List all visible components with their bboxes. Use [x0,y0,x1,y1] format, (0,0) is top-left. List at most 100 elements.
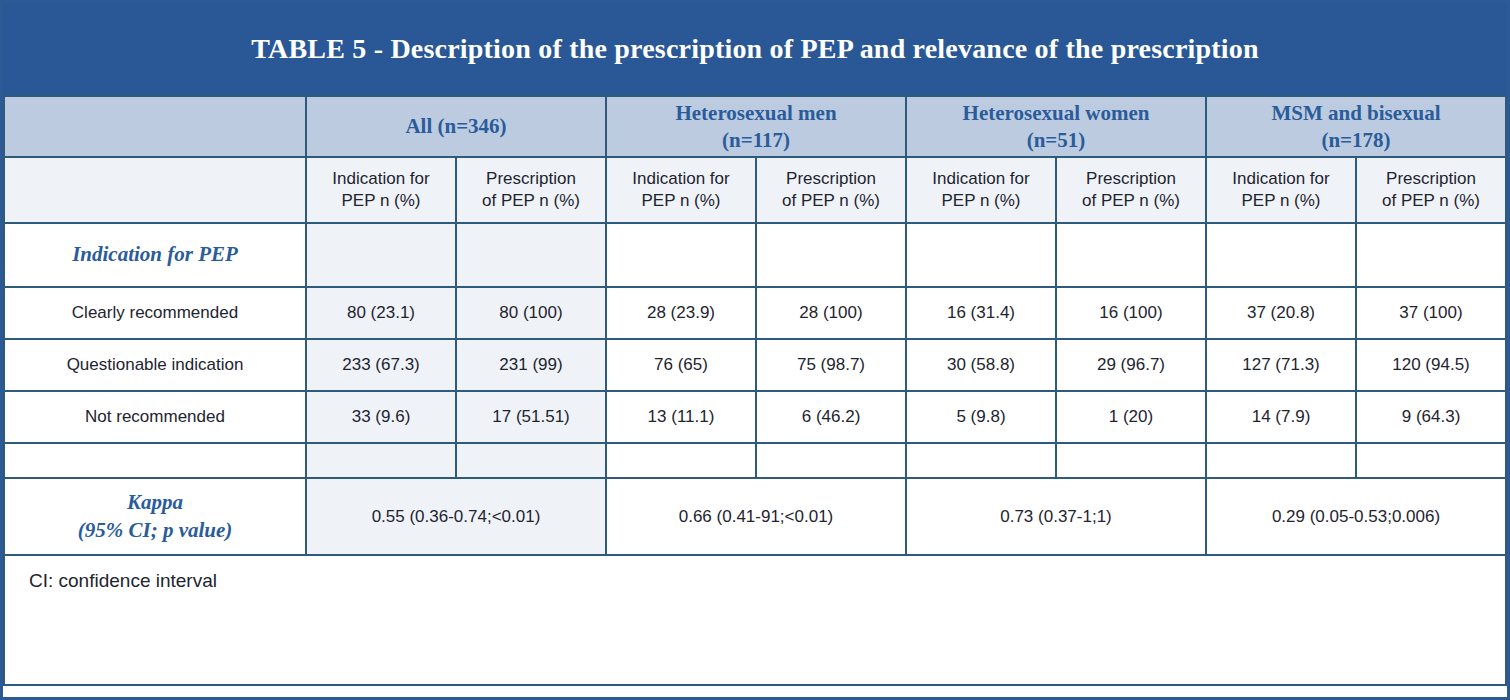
empty-cell [306,223,456,287]
kappa-value-msm: 0.29 (0.05-0.53;0.006) [1206,478,1506,555]
empty-cell [606,443,756,478]
data-cell: 9 (64.3) [1356,391,1506,443]
empty-cell [606,223,756,287]
empty-cell [1356,443,1506,478]
group-header-line: (n=117) [611,127,901,153]
empty-cell [306,443,456,478]
empty-cell [1206,443,1356,478]
subheader-prescription: Prescription of PEP n (%) [756,157,906,223]
subheader-text: of PEP n (%) [761,190,901,212]
data-cell: 16 (100) [1056,287,1206,339]
data-cell: 37 (20.8) [1206,287,1356,339]
group-header-line: (n=51) [911,127,1201,153]
kappa-label: Kappa (95% CI; p value) [4,478,306,555]
kappa-value-het-men: 0.66 (0.41-91;<0.01) [606,478,906,555]
data-cell: 5 (9.8) [906,391,1056,443]
section-row: Indication for PEP [4,223,1506,287]
subheader-text: Prescription [1361,168,1501,190]
data-cell: 1 (20) [1056,391,1206,443]
subheader-text: PEP n (%) [911,190,1051,212]
subheader-indication: Indication for PEP n (%) [606,157,756,223]
subheader-text: Indication for [611,168,751,190]
data-cell: 80 (23.1) [306,287,456,339]
subheader-text: PEP n (%) [311,190,451,212]
empty-cell [1056,443,1206,478]
data-cell: 231 (99) [456,339,606,391]
data-cell: 37 (100) [1356,287,1506,339]
data-cell: 127 (71.3) [1206,339,1356,391]
empty-cell [456,443,606,478]
kappa-value-all: 0.55 (0.36-0.74;<0.01) [306,478,606,555]
group-header-line: MSM and bisexual [1211,100,1501,126]
subheader-spacer [4,157,306,223]
data-cell: 16 (31.4) [906,287,1056,339]
subheader-indication: Indication for PEP n (%) [306,157,456,223]
subheader-text: of PEP n (%) [1061,190,1201,212]
data-cell: 28 (23.9) [606,287,756,339]
group-header-all: All (n=346) [306,96,606,157]
data-cell: 30 (58.8) [906,339,1056,391]
data-cell: 233 (67.3) [306,339,456,391]
subheader-text: PEP n (%) [1211,190,1351,212]
table-row: Not recommended 33 (9.6) 17 (51.51) 13 (… [4,391,1506,443]
data-cell: 75 (98.7) [756,339,906,391]
group-header-line: Heterosexual women [911,100,1201,126]
data-cell: 6 (46.2) [756,391,906,443]
subheader-text: Indication for [1211,168,1351,190]
table-figure: TABLE 5 - Description of the prescriptio… [0,0,1510,700]
subheader-indication: Indication for PEP n (%) [906,157,1056,223]
subheader-text: Indication for [311,168,451,190]
subheader-text: PEP n (%) [611,190,751,212]
group-header-het-women: Heterosexual women (n=51) [906,96,1206,157]
data-cell: 33 (9.6) [306,391,456,443]
section-label: Indication for PEP [4,223,306,287]
data-cell: 14 (7.9) [1206,391,1356,443]
subheader-text: Indication for [911,168,1051,190]
subheader-indication: Indication for PEP n (%) [1206,157,1356,223]
row-label: Clearly recommended [4,287,306,339]
row-label: Not recommended [4,391,306,443]
empty-cell [1206,223,1356,287]
empty-cell [906,443,1056,478]
group-header-line: Heterosexual men [611,100,901,126]
row-label: Questionable indication [4,339,306,391]
data-cell: 76 (65) [606,339,756,391]
spacer-row [4,443,1506,478]
empty-cell [1356,223,1506,287]
kappa-row: Kappa (95% CI; p value) 0.55 (0.36-0.74;… [4,478,1506,555]
footnote-row: CI: confidence interval [4,555,1506,685]
data-cell: 120 (94.5) [1356,339,1506,391]
table-row: Questionable indication 233 (67.3) 231 (… [4,339,1506,391]
empty-cell [456,223,606,287]
group-header-row: All (n=346) Heterosexual men (n=117) Het… [4,96,1506,157]
empty-cell [4,443,306,478]
empty-cell [906,223,1056,287]
data-cell: 28 (100) [756,287,906,339]
group-header-spacer [4,96,306,157]
empty-cell [1056,223,1206,287]
subheader-text: Prescription [461,168,601,190]
table-row: Clearly recommended 80 (23.1) 80 (100) 2… [4,287,1506,339]
empty-cell [756,443,906,478]
table-title: TABLE 5 - Description of the prescriptio… [3,3,1507,95]
footnote: CI: confidence interval [4,555,1506,685]
subheader-row: Indication for PEP n (%) Prescription of… [4,157,1506,223]
pep-table: All (n=346) Heterosexual men (n=117) Het… [3,95,1507,686]
data-cell: 13 (11.1) [606,391,756,443]
kappa-value-het-women: 0.73 (0.37-1;1) [906,478,1206,555]
empty-cell [756,223,906,287]
group-header-line: (n=178) [1211,127,1501,153]
group-header-het-men: Heterosexual men (n=117) [606,96,906,157]
data-cell: 80 (100) [456,287,606,339]
subheader-prescription: Prescription of PEP n (%) [1356,157,1506,223]
subheader-text: Prescription [761,168,901,190]
subheader-prescription: Prescription of PEP n (%) [1056,157,1206,223]
subheader-text: of PEP n (%) [461,190,601,212]
subheader-text: of PEP n (%) [1361,190,1501,212]
group-header-line: All (n=346) [311,113,601,139]
data-cell: 29 (96.7) [1056,339,1206,391]
subheader-text: Prescription [1061,168,1201,190]
data-cell: 17 (51.51) [456,391,606,443]
group-header-msm: MSM and bisexual (n=178) [1206,96,1506,157]
subheader-prescription: Prescription of PEP n (%) [456,157,606,223]
